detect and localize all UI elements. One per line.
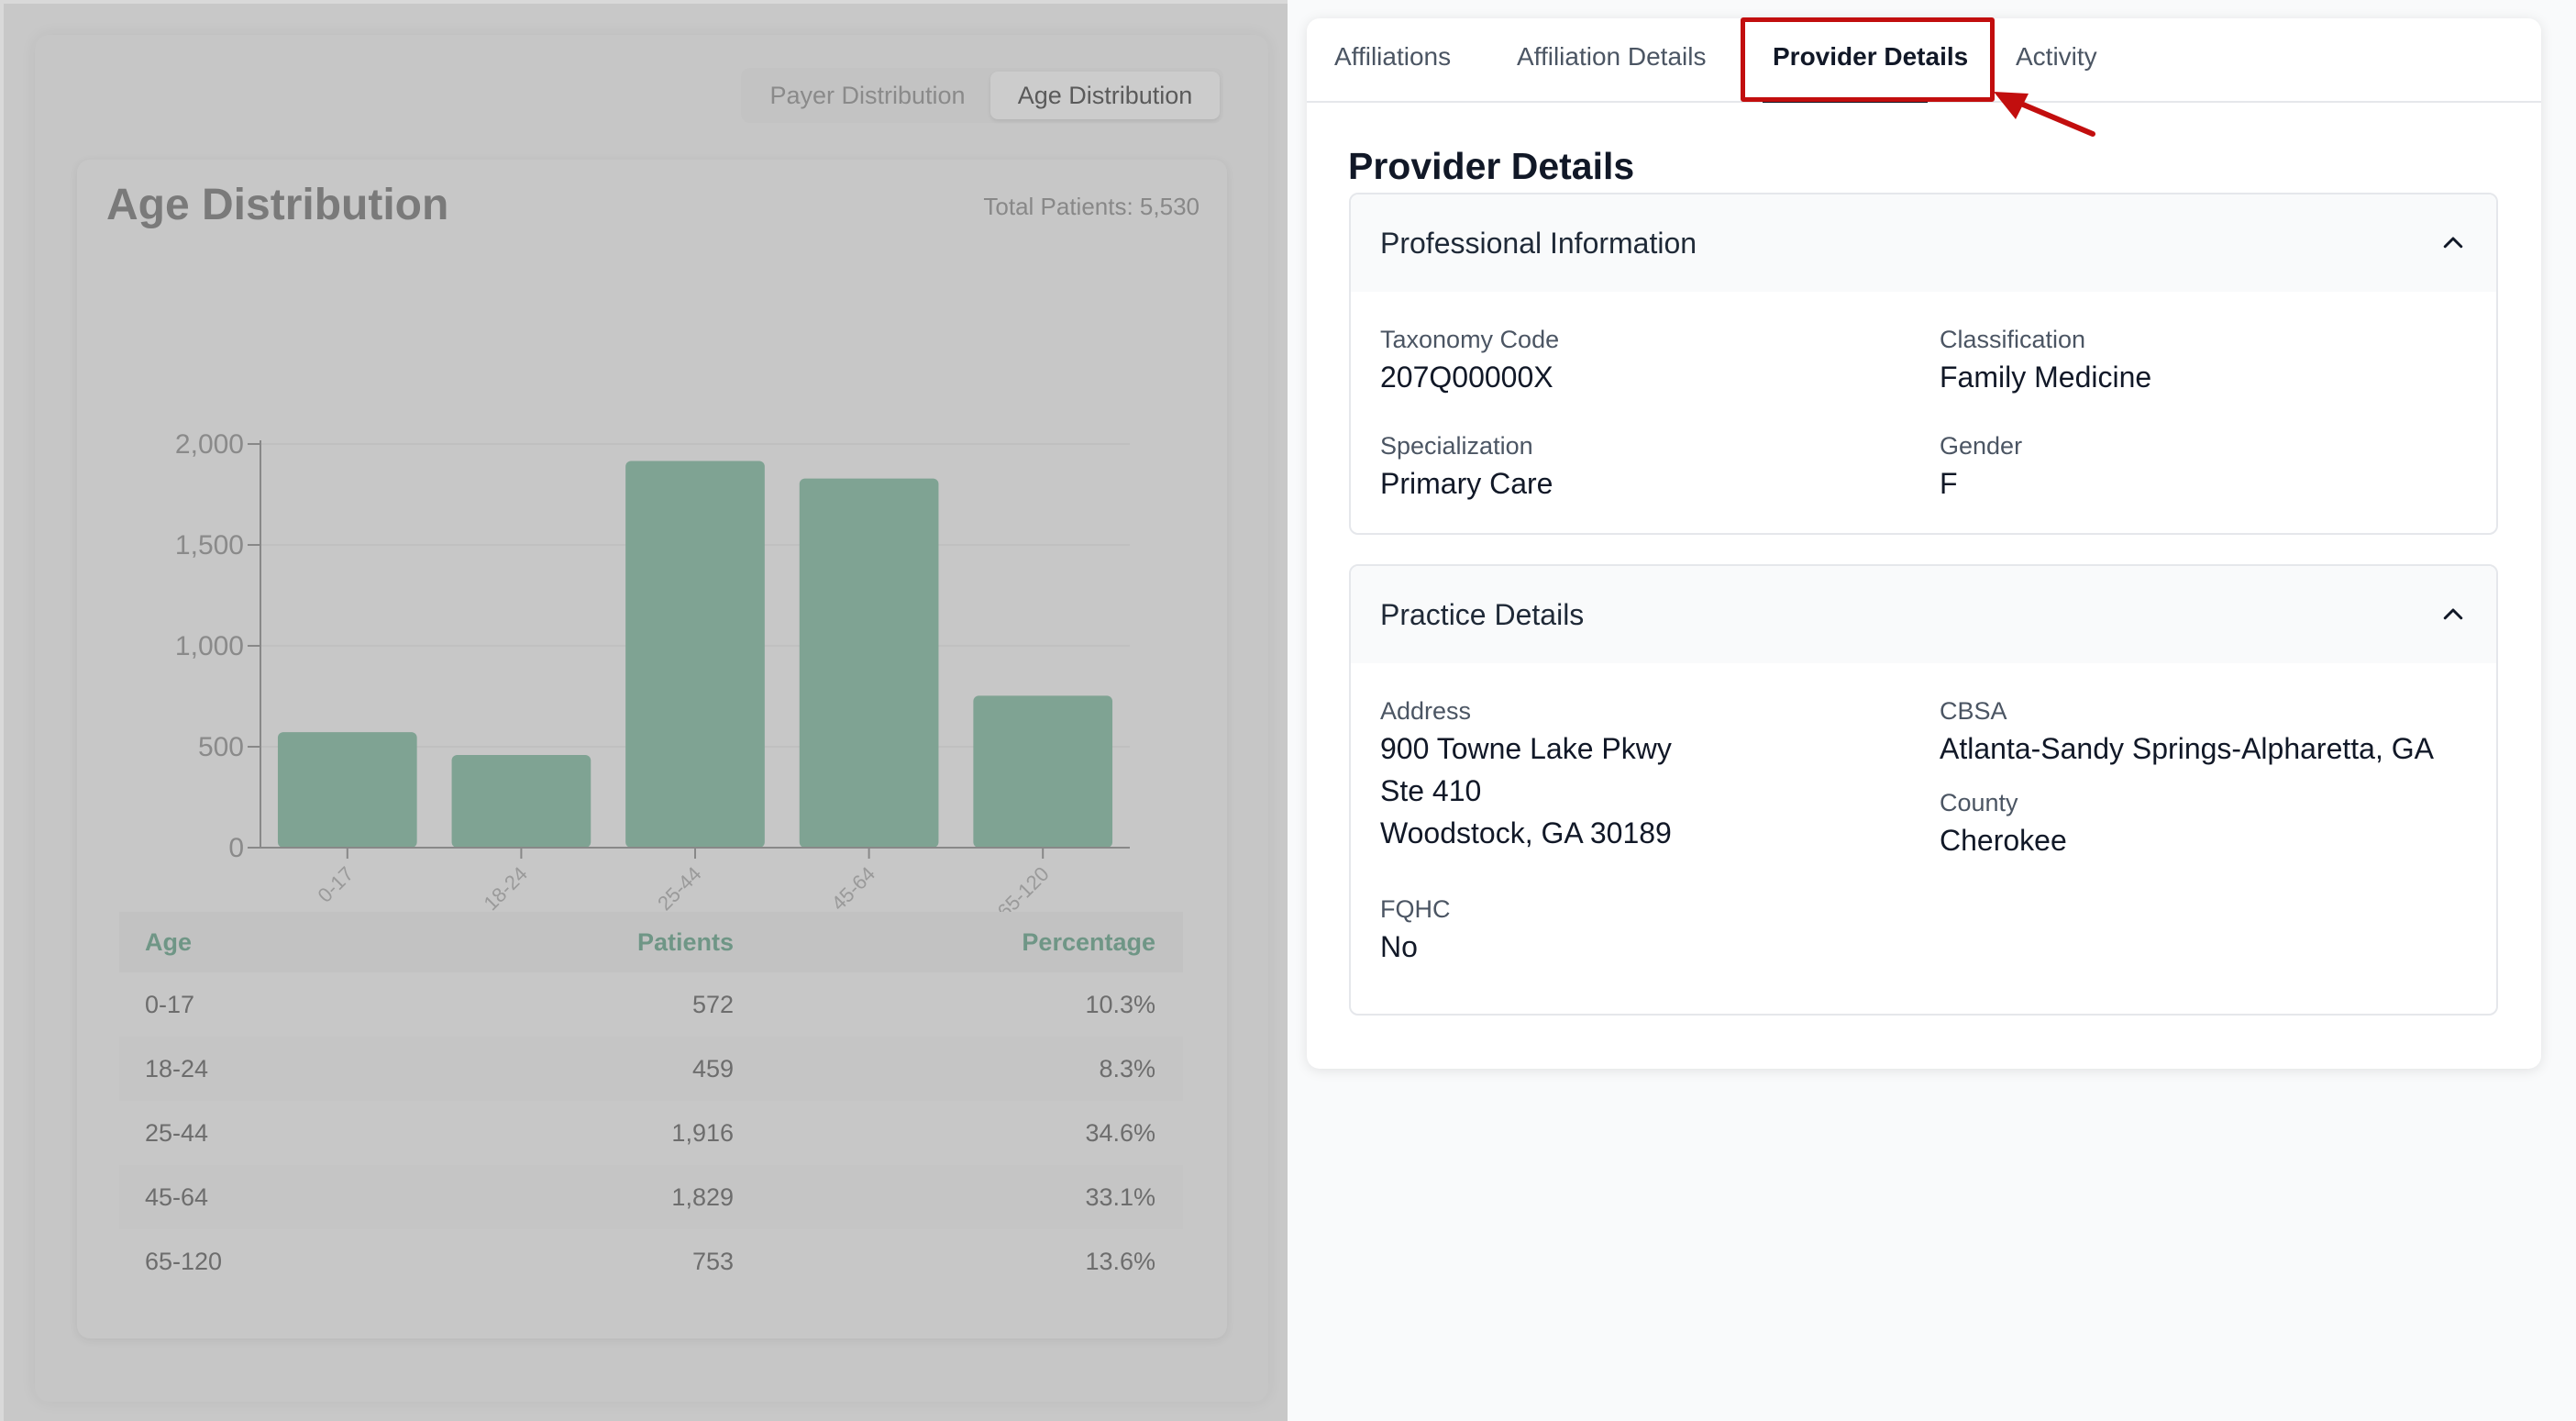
cbsa-field: CBSA Atlanta-Sandy Springs-Alpharetta, G…	[1940, 694, 2434, 770]
cell-patients: 1,916	[671, 1118, 734, 1147]
professional-information-title: Professional Information	[1380, 226, 1697, 260]
gender-field: Gender F	[1940, 429, 2022, 505]
age-distribution-chart: 0 500 1,000 1,500 2,000 0-17 18-24 25-44 45-64 6…	[175, 429, 1130, 912]
cell-percentage: 10.3%	[1085, 990, 1155, 1018]
address-field: Address 900 Towne Lake Pkwy Ste 410 Wood…	[1380, 694, 1672, 854]
address-line-2: Ste 410	[1380, 774, 1482, 807]
chart-bar-18-24[interactable]	[451, 755, 591, 848]
county-label: County	[1940, 789, 2018, 816]
chevron-up-icon[interactable]	[2439, 229, 2467, 257]
fqhc-label: FQHC	[1380, 895, 1451, 923]
chevron-up-icon[interactable]	[2439, 601, 2467, 628]
x-tick-label: 65-120	[993, 862, 1054, 912]
specialization-field: Specialization Primary Care	[1380, 429, 1553, 505]
cell-patients: 459	[691, 1054, 734, 1082]
county-value: Cherokee	[1940, 824, 2067, 857]
chart-y-axis: 0 500 1,000 1,500 2,000	[175, 429, 261, 863]
taxonomy-code-label: Taxonomy Code	[1380, 326, 1560, 353]
table-row: 45-64 1,829 33.1%	[119, 1165, 1183, 1229]
cell-patients: 572	[691, 990, 734, 1018]
table-row: 25-44 1,916 34.6%	[119, 1101, 1183, 1165]
chart-bar-0-17[interactable]	[277, 732, 417, 848]
tab-affiliation-details[interactable]: Affiliation Details	[1517, 42, 1707, 71]
fqhc-field: FQHC No	[1380, 893, 1451, 968]
x-tick-label: 25-44	[653, 862, 705, 912]
cell-age: 18-24	[145, 1054, 209, 1082]
table-header-row: Age Patients Percentage	[119, 912, 1183, 972]
practice-details-title: Practice Details	[1380, 597, 1585, 631]
gender-label: Gender	[1940, 432, 2023, 460]
practice-details-section: Practice Details Address 900 Towne Lake …	[1349, 564, 2498, 1016]
x-tick-label: 0-17	[314, 862, 359, 907]
address-label: Address	[1380, 697, 1472, 725]
header-patients[interactable]: Patients	[636, 927, 734, 956]
fqhc-value: No	[1380, 930, 1418, 963]
total-patients: Total Patients: 5,530	[983, 193, 1200, 220]
age-distribution-toggle[interactable]: Age Distribution	[990, 72, 1220, 119]
county-field: County Cherokee	[1940, 786, 2067, 861]
y-tick-label: 2,000	[175, 429, 244, 460]
cell-percentage: 33.1%	[1085, 1182, 1155, 1211]
header-percentage[interactable]: Percentage	[1022, 927, 1155, 956]
taxonomy-code-value: 207Q00000X	[1380, 361, 1553, 394]
cell-patients: 753	[691, 1247, 734, 1275]
detail-tabs: Affiliations Affiliation Details Provide…	[1307, 18, 2541, 103]
cell-age: 25-44	[145, 1118, 209, 1147]
tab-provider-details[interactable]: Provider Details	[1773, 42, 1969, 71]
cell-age: 0-17	[145, 990, 195, 1018]
header-age[interactable]: Age	[145, 927, 193, 956]
chart-x-axis: 0-17 18-24 25-44 45-64 65-120	[260, 847, 1130, 912]
address-line-1: 900 Towne Lake Pkwy	[1380, 732, 1672, 765]
distribution-toggle: Payer Distribution Age Distribution	[741, 68, 1223, 123]
table-row: 65-120 753 13.6%	[119, 1229, 1183, 1293]
cbsa-value: Atlanta-Sandy Springs-Alpharetta, GA	[1940, 732, 2434, 765]
page-title: Provider Details	[1348, 145, 1635, 187]
y-tick-label: 0	[228, 833, 244, 863]
practice-details-header[interactable]: Practice Details	[1351, 566, 2496, 663]
chart-bar-65-120[interactable]	[973, 695, 1113, 848]
cell-age: 45-64	[145, 1182, 209, 1211]
cbsa-label: CBSA	[1940, 697, 2007, 725]
age-distribution-card: Age Distribution Total Patients: 5,530 0…	[77, 160, 1227, 1338]
y-tick-label: 500	[198, 732, 244, 762]
cell-percentage: 8.3%	[1099, 1054, 1155, 1082]
age-distribution-title: Age Distribution	[106, 181, 449, 229]
professional-information-header[interactable]: Professional Information	[1351, 194, 2496, 292]
tab-affiliations[interactable]: Affiliations	[1334, 42, 1452, 71]
tab-activity[interactable]: Activity	[2016, 42, 2097, 71]
y-tick-label: 1,000	[175, 631, 244, 661]
classification-field: Classification Family Medicine	[1940, 323, 2151, 398]
professional-information-section: Professional Information Taxonomy Code 2…	[1349, 193, 2498, 535]
y-tick-label: 1,500	[175, 530, 244, 561]
table-row: 0-17 572 10.3%	[119, 972, 1183, 1037]
cell-patients: 1,829	[671, 1182, 734, 1211]
chart-bars	[277, 461, 1113, 848]
provider-detail-card: Affiliations Affiliation Details Provide…	[1307, 18, 2541, 1069]
address-line-3: Woodstock, GA 30189	[1380, 816, 1672, 849]
cell-percentage: 34.6%	[1085, 1118, 1155, 1147]
x-tick-label: 18-24	[479, 862, 531, 912]
payer-distribution-toggle[interactable]: Payer Distribution	[769, 81, 966, 109]
specialization-value: Primary Care	[1380, 467, 1553, 500]
specialization-label: Specialization	[1380, 432, 1533, 460]
classification-label: Classification	[1940, 326, 2086, 353]
chart-bar-45-64[interactable]	[799, 478, 939, 848]
age-distribution-table: Age Patients Percentage 0-17 572 10.3% 1…	[119, 912, 1183, 1293]
cell-age: 65-120	[145, 1247, 223, 1275]
cell-percentage: 13.6%	[1085, 1247, 1155, 1275]
classification-value: Family Medicine	[1940, 361, 2152, 394]
chart-bar-25-44[interactable]	[625, 461, 765, 848]
active-tab-indicator	[1763, 99, 1928, 103]
x-tick-label: 45-64	[827, 862, 879, 912]
taxonomy-code-field: Taxonomy Code 207Q00000X	[1380, 323, 1559, 398]
table-row: 18-24 459 8.3%	[119, 1037, 1183, 1101]
gender-value: F	[1940, 467, 1958, 500]
left-panel-overlay: Payer Distribution Age Distribution Age …	[0, 0, 1288, 1421]
